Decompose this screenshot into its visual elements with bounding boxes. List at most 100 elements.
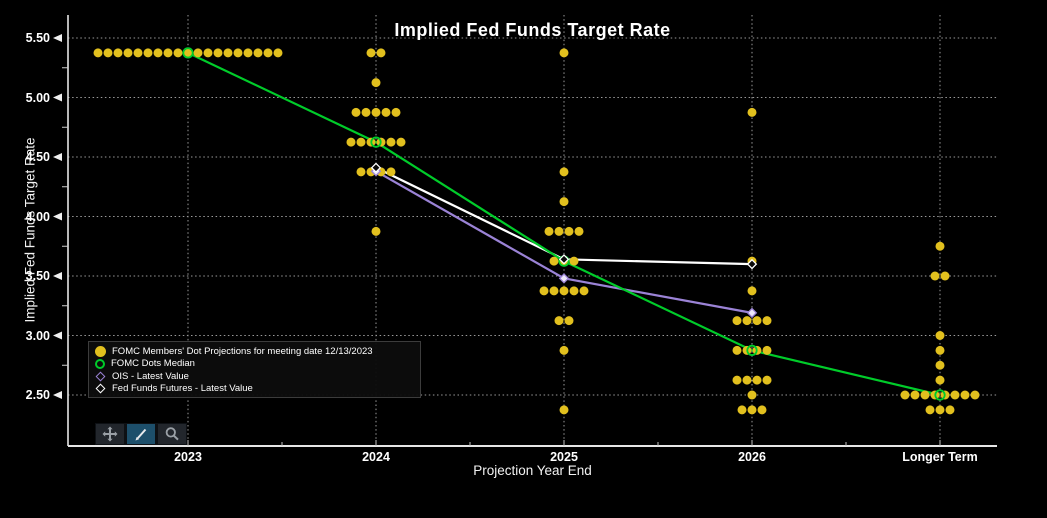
fomc-dot [569, 256, 579, 266]
fomc-dot [386, 167, 396, 177]
fomc-dot [103, 48, 113, 58]
legend-item-fomc-dots[interactable]: FOMC Members' Dot Projections for meetin… [95, 345, 414, 358]
legend-item-fomc-median[interactable]: FOMC Dots Median [95, 358, 414, 371]
fomc-dot [243, 48, 253, 58]
fomc-dot [554, 316, 564, 326]
y-tick-label: 4.00 [25, 209, 50, 224]
fomc-dot [742, 316, 752, 326]
fomc-dot [752, 316, 762, 326]
fomc-dot [935, 331, 945, 340]
fomc-dot [945, 405, 955, 415]
y-major-tick-marker [53, 34, 62, 42]
magnifier-icon [165, 427, 179, 441]
fomc-dot [356, 137, 366, 147]
fomc-dot [366, 48, 376, 58]
zoom-button[interactable] [158, 424, 186, 444]
fomc-dot [153, 48, 163, 58]
fomc-dot [564, 316, 574, 326]
draw-line-icon [135, 428, 147, 441]
fomc-dot [371, 226, 381, 236]
draw-line-button[interactable] [127, 424, 155, 444]
fomc-dot [549, 256, 559, 266]
y-major-tick-marker [53, 212, 62, 221]
x-tick-label: 2025 [550, 450, 578, 464]
y-tick-label: 5.50 [25, 31, 50, 45]
y-major-tick-marker [53, 272, 62, 280]
fomc-dot [351, 107, 361, 117]
chart-legend: FOMC Members' Dot Projections for meetin… [88, 341, 421, 398]
fomc-dot [579, 286, 589, 296]
fomc-dot [747, 390, 757, 400]
legend-item-label: FOMC Dots Median [111, 358, 195, 370]
fomc-dot [376, 48, 386, 58]
fomc-dot [752, 375, 762, 385]
fomc-dot [747, 286, 757, 296]
fomc-dot [183, 48, 193, 58]
fomc-dot [559, 48, 569, 58]
fomc-dot [396, 137, 406, 147]
chart-toolbar [95, 423, 187, 445]
legend-item-label: OIS - Latest Value [112, 370, 189, 382]
ois-diamond-marker [558, 273, 570, 284]
fomc-dot [544, 226, 554, 236]
fomc-dot [213, 48, 223, 58]
fomc-dot [574, 226, 584, 236]
fomc-dot [391, 107, 401, 117]
fomc-dot [564, 226, 574, 236]
fomc-dot [549, 286, 559, 296]
y-major-tick-marker [53, 93, 62, 102]
fomc-dot [193, 48, 203, 58]
fomc-dot [559, 167, 569, 177]
fomc-dot [737, 405, 747, 415]
fomc-dot [747, 107, 757, 117]
fomc-dot [371, 78, 381, 88]
median-circle-marker [746, 344, 758, 356]
y-tick-label: 3.50 [25, 269, 50, 283]
fomc-dot [762, 345, 772, 355]
fomc-dot [253, 48, 263, 58]
y-tick-label: 2.50 [25, 388, 50, 402]
pan-button[interactable] [96, 424, 124, 444]
fomc-dot [742, 375, 752, 385]
fomc-dot [233, 48, 243, 58]
fomc-dot [223, 48, 233, 58]
open-circle-icon [95, 358, 105, 369]
fomc-dot [361, 107, 371, 117]
fomc-dot [133, 48, 143, 58]
y-axis-title: Implied Fed Funds Target Rate [22, 137, 38, 323]
fomc-dot [920, 390, 930, 400]
fomc-dot [356, 167, 366, 177]
pan-icon [102, 426, 118, 442]
fomc-dot [559, 286, 569, 296]
fomc-dot [935, 241, 945, 251]
futures-diamond-marker [558, 254, 570, 265]
fomc-dot [559, 197, 569, 207]
y-tick-label: 4.50 [25, 150, 50, 164]
median-circle-marker [370, 136, 382, 148]
ois-diamond-marker [746, 307, 758, 319]
fomc-dot [910, 390, 920, 400]
fomc-dot [950, 390, 960, 400]
legend-item-ois[interactable]: OIS - Latest Value [95, 370, 414, 383]
x-tick-label: 2026 [738, 450, 766, 464]
futures-diamond-marker [746, 258, 758, 270]
x-tick-label: 2024 [362, 450, 390, 464]
fomc-dot [163, 48, 173, 58]
fomc-dot [371, 107, 381, 117]
fomc-dot [935, 360, 945, 370]
x-tick-label: 2023 [174, 450, 202, 464]
fomc-dot [900, 390, 910, 400]
legend-item-fed-funds-futures[interactable]: Fed Funds Futures - Latest Value [95, 383, 414, 396]
median-circle-marker [182, 47, 194, 59]
fomc-dot [940, 271, 950, 281]
y-major-tick-marker [53, 153, 62, 161]
fomc-dot [935, 405, 945, 415]
x-axis-title: Projection Year End [473, 463, 592, 478]
fomc-dot [113, 48, 123, 58]
y-tick-label: 3.00 [25, 328, 50, 343]
fomc-dot [747, 405, 757, 415]
legend-item-label: FOMC Members' Dot Projections for meetin… [112, 345, 373, 357]
fomc-dot [539, 286, 549, 296]
